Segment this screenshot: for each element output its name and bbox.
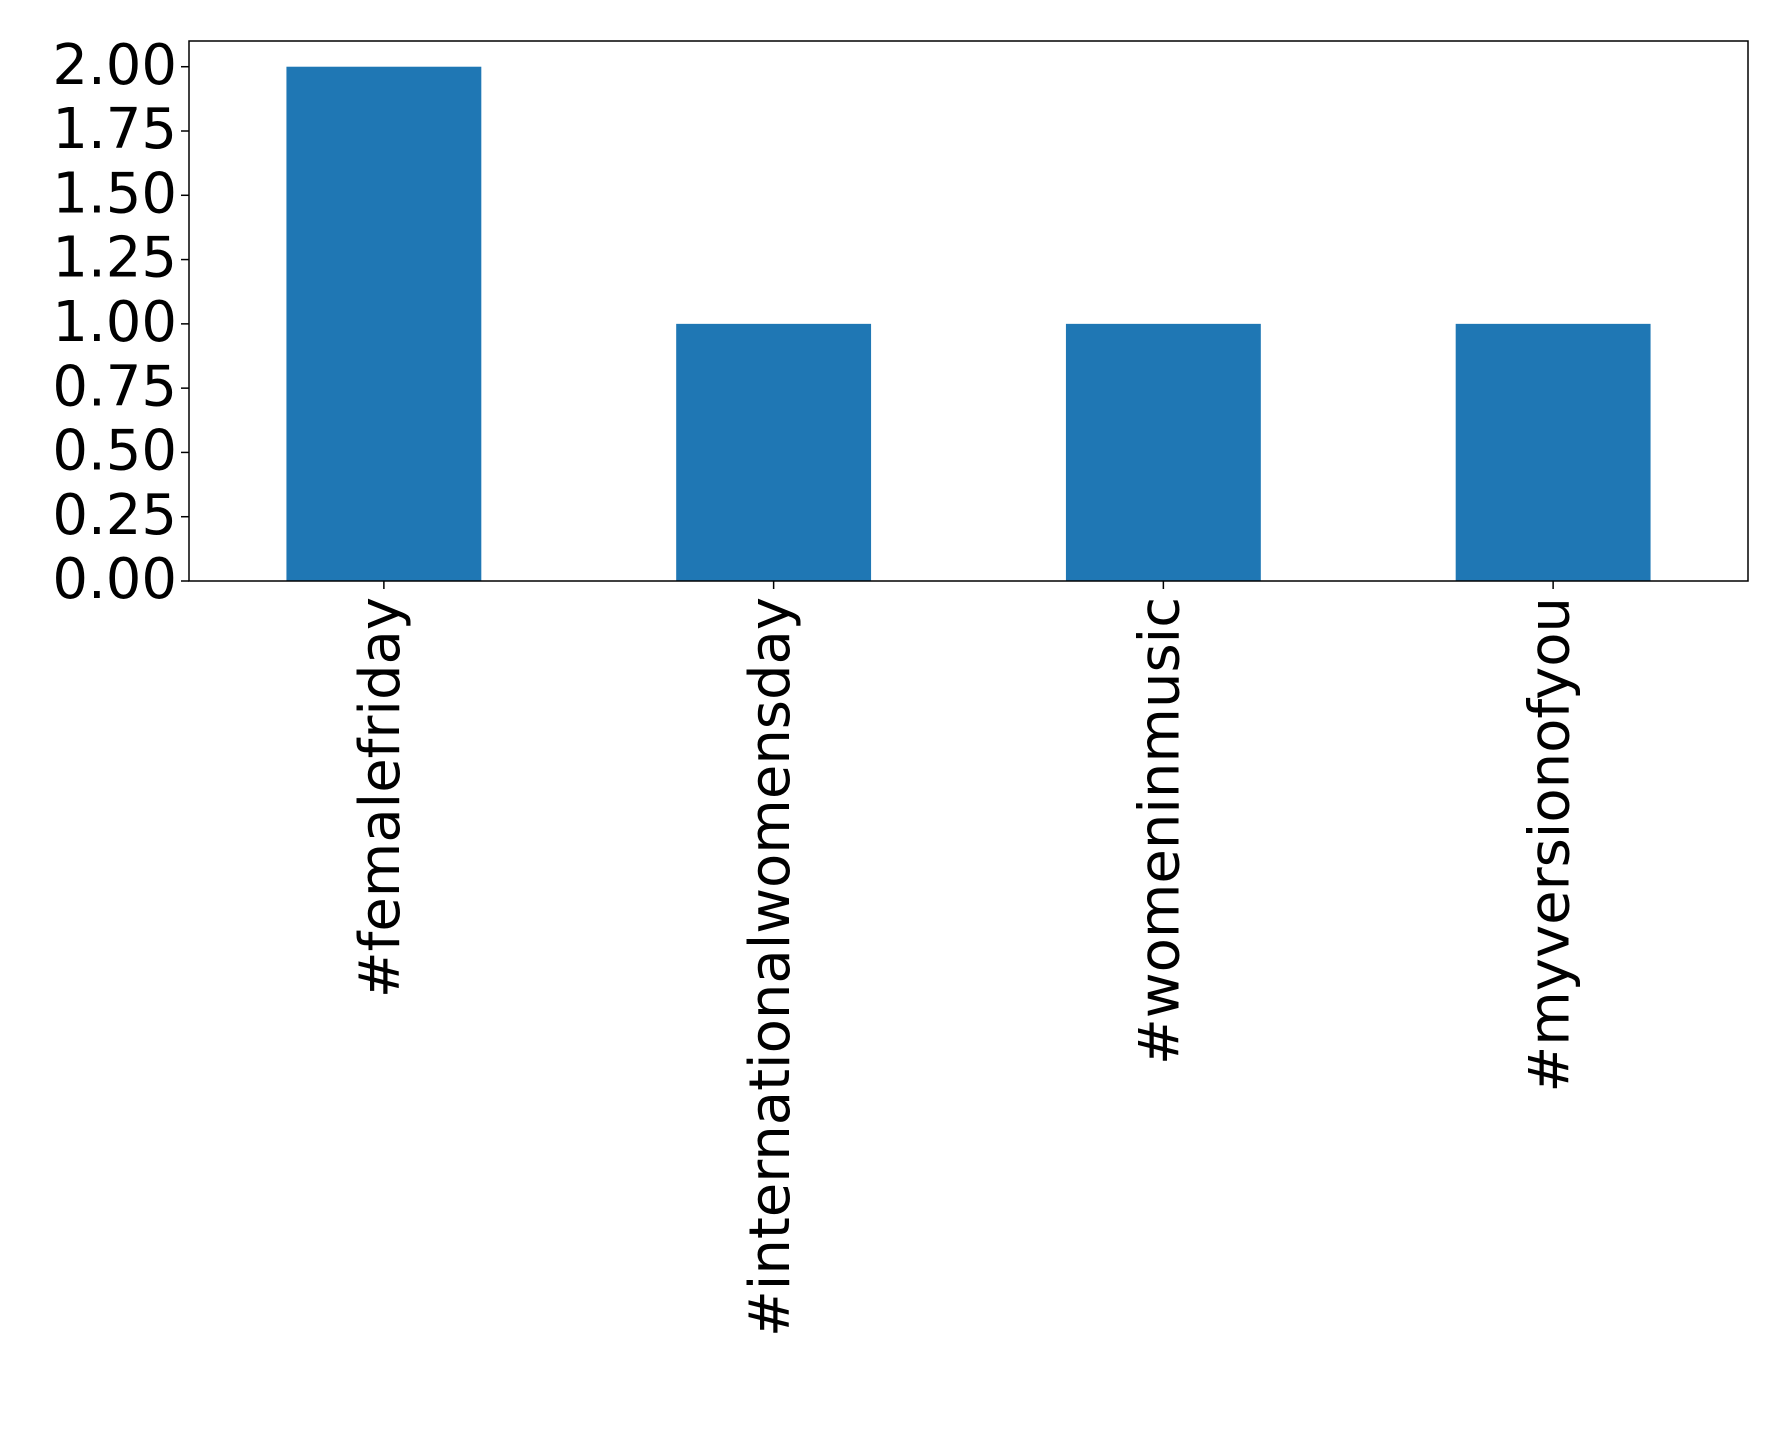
y-tick-label: 1.00 [52,290,177,355]
bar [1455,323,1651,581]
y-tick-label: 0.75 [52,354,177,419]
y-tick-label: 1.50 [52,161,177,226]
x-tick-label: #femalefriday [348,597,413,998]
x-tick-label: #womeninmusic [1128,597,1193,1065]
bar [1065,323,1261,581]
y-tick-label: 0.50 [52,419,177,484]
x-tick-label: #internationalwomensday [738,597,803,1337]
y-tick-label: 1.25 [52,226,177,291]
plot-frame [188,40,1749,582]
y-tick-label: 0.00 [52,547,177,612]
y-tick-label: 1.75 [52,97,177,162]
bar [286,66,482,581]
y-tick-label: 0.25 [52,483,177,548]
y-tick-label: 2.00 [52,33,177,98]
x-tick-label: #myversionofyou [1517,597,1582,1093]
bar [676,323,872,581]
